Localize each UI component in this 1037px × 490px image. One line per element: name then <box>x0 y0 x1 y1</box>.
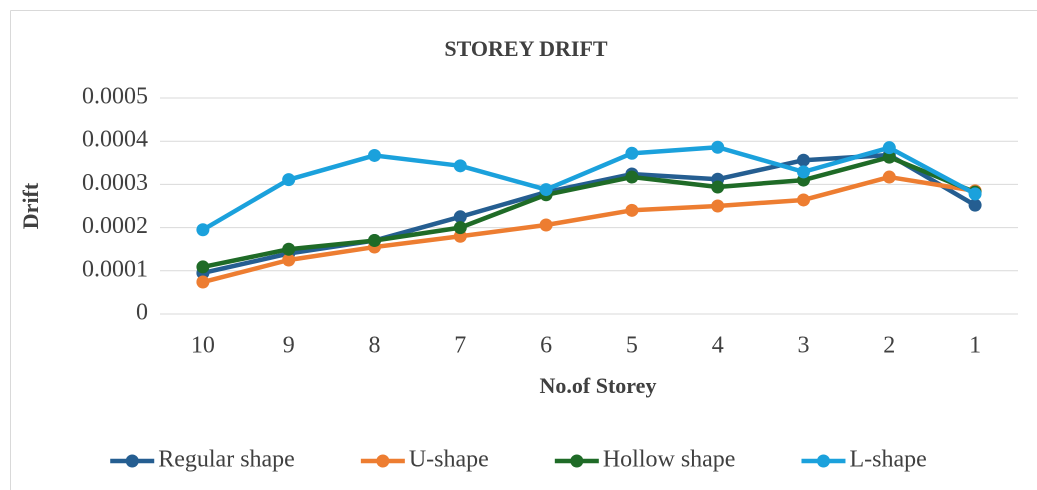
y-tick-label: 0 <box>136 300 148 326</box>
point <box>453 221 467 235</box>
y-tick-label: 0.0004 <box>82 127 148 153</box>
point <box>625 203 639 217</box>
chart-title: STOREY DRIFT <box>444 36 608 61</box>
point <box>196 275 210 289</box>
point <box>539 218 553 232</box>
point <box>282 173 296 187</box>
x-tick-label: 6 <box>540 333 552 359</box>
point <box>711 180 725 194</box>
legend-marker <box>376 454 390 468</box>
x-axis-title: No.of Storey <box>540 373 657 398</box>
point <box>282 253 296 267</box>
x-tick-label: 8 <box>369 333 381 359</box>
x-tick-label: 1 <box>969 333 981 359</box>
point <box>882 170 896 184</box>
legend-label: U-shape <box>409 447 489 473</box>
x-tick-label: 7 <box>454 333 466 359</box>
point <box>539 183 553 197</box>
x-tick-label: 10 <box>191 333 215 359</box>
point <box>968 198 982 212</box>
point <box>196 260 210 274</box>
x-tick-label: 2 <box>883 333 895 359</box>
point <box>625 170 639 184</box>
y-tick-label: 0.0003 <box>82 170 148 196</box>
point <box>968 187 982 201</box>
legend-marker <box>570 454 584 468</box>
series-line <box>202 154 976 270</box>
series-line <box>201 144 977 232</box>
point <box>625 146 639 160</box>
y-tick-label: 0.0002 <box>82 213 148 239</box>
x-tick-label: 4 <box>712 333 724 359</box>
point <box>196 223 210 237</box>
legend-label: Hollow shape <box>603 447 736 473</box>
legend-label: L-shape <box>849 447 926 473</box>
point <box>453 210 467 224</box>
point <box>711 140 725 154</box>
point <box>882 141 896 155</box>
point <box>797 193 810 207</box>
legend-marker <box>125 454 139 468</box>
point <box>368 234 381 248</box>
legend-marker <box>816 454 830 468</box>
series-line <box>202 174 976 285</box>
point <box>368 148 381 162</box>
x-tick-label: 9 <box>283 333 295 359</box>
y-tick-label: 0.0001 <box>82 256 148 282</box>
point <box>282 242 296 256</box>
legend-label: Regular shape <box>158 447 295 473</box>
point <box>711 199 725 213</box>
point <box>453 159 467 173</box>
point <box>882 150 896 164</box>
point <box>797 165 810 179</box>
y-tick-label: 0.0005 <box>82 84 148 110</box>
x-tick-label: 3 <box>798 333 810 359</box>
x-tick-label: 5 <box>626 333 638 359</box>
point <box>797 153 810 167</box>
y-axis-title: Drift <box>18 182 43 229</box>
